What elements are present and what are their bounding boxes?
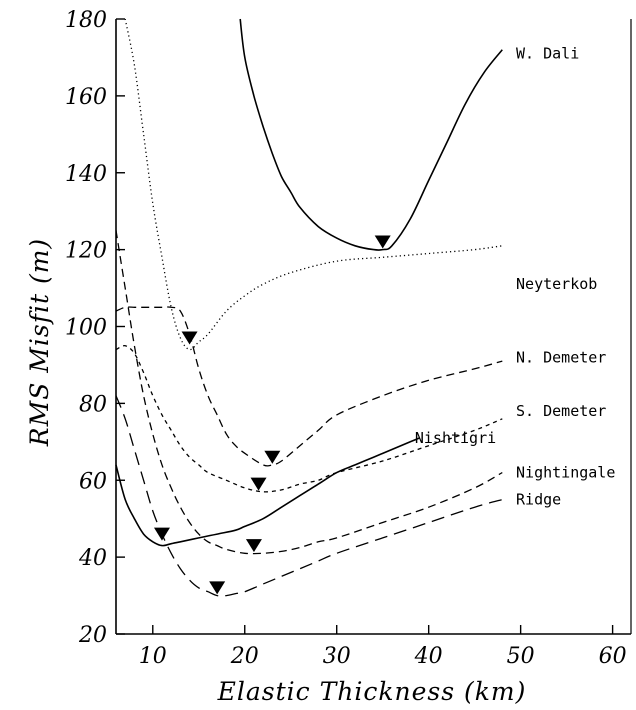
x-tick-label: 60: [599, 644, 627, 669]
series-labels: W. Dali Neyterkob N. Demeter S. Demeter Nish…: [415, 45, 616, 509]
plot-frame: [115, 19, 632, 635]
series-line-w-dali: [239, 18, 503, 251]
minimum-marker: [181, 331, 198, 345]
series-label: S. Demeter: [516, 402, 606, 420]
minimum-marker: [209, 581, 226, 595]
y-tick-label: 160: [65, 85, 107, 110]
series-label: Ridge: [516, 490, 561, 508]
series-label: N. Demeter: [516, 348, 606, 366]
minimum-markers: [153, 235, 391, 595]
y-tick-label: 80: [79, 392, 107, 417]
series-line-s-demeter: [115, 345, 503, 493]
series-line-neyterkob: [124, 18, 503, 351]
x-tick-label: 10: [139, 644, 167, 669]
x-tick-label: 30: [323, 644, 351, 669]
series-label: Nightingale: [516, 464, 615, 482]
x-tick-label: 50: [507, 644, 535, 669]
series-line-nightingale: [115, 230, 503, 555]
series-label: W. Dali: [516, 45, 579, 63]
minimum-marker: [374, 235, 391, 249]
x-tick-label: 20: [230, 644, 259, 669]
series-line-ridge: [115, 395, 503, 597]
minimum-marker: [245, 539, 262, 553]
minimum-marker: [250, 477, 267, 491]
x-axis-title: Elastic Thickness (km): [217, 677, 527, 706]
y-tick-label: 180: [65, 8, 107, 33]
tick-labels: 20 40 60 80 100 120 140 160 180 10 20 30 40 50 60: [65, 8, 627, 669]
y-tick-label: 140: [65, 162, 107, 187]
y-tick-label: 20: [78, 623, 107, 648]
y-axis-title: RMS Misfit (m): [25, 238, 54, 447]
minimum-marker: [264, 450, 281, 464]
series-label: Nishtigri: [415, 429, 496, 447]
series-line-n-demeter: [115, 306, 503, 467]
y-tick-label: 60: [79, 469, 107, 494]
minimum-marker: [153, 527, 170, 541]
y-tick-label: 40: [78, 546, 107, 571]
series-line-nishtigri: [115, 437, 420, 547]
x-tick-label: 40: [414, 644, 443, 669]
y-tick-label: 120: [65, 239, 107, 264]
axis-ticks: [116, 18, 614, 635]
series-label: Neyterkob: [516, 275, 597, 293]
series-curves: [115, 18, 503, 597]
y-tick-label: 100: [65, 316, 107, 341]
